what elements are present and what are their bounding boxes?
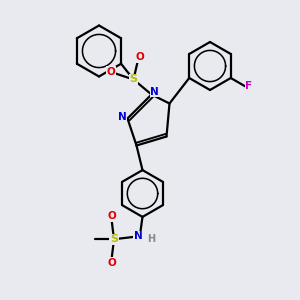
- Text: F: F: [245, 81, 252, 91]
- Text: N: N: [150, 86, 159, 97]
- Text: H: H: [147, 234, 156, 244]
- Text: N: N: [118, 112, 127, 122]
- Text: S: S: [130, 74, 137, 85]
- Text: O: O: [135, 52, 144, 62]
- Text: N: N: [134, 231, 142, 242]
- Text: O: O: [106, 67, 116, 77]
- Text: S: S: [110, 234, 118, 244]
- Text: O: O: [107, 211, 116, 221]
- Text: O: O: [107, 257, 116, 268]
